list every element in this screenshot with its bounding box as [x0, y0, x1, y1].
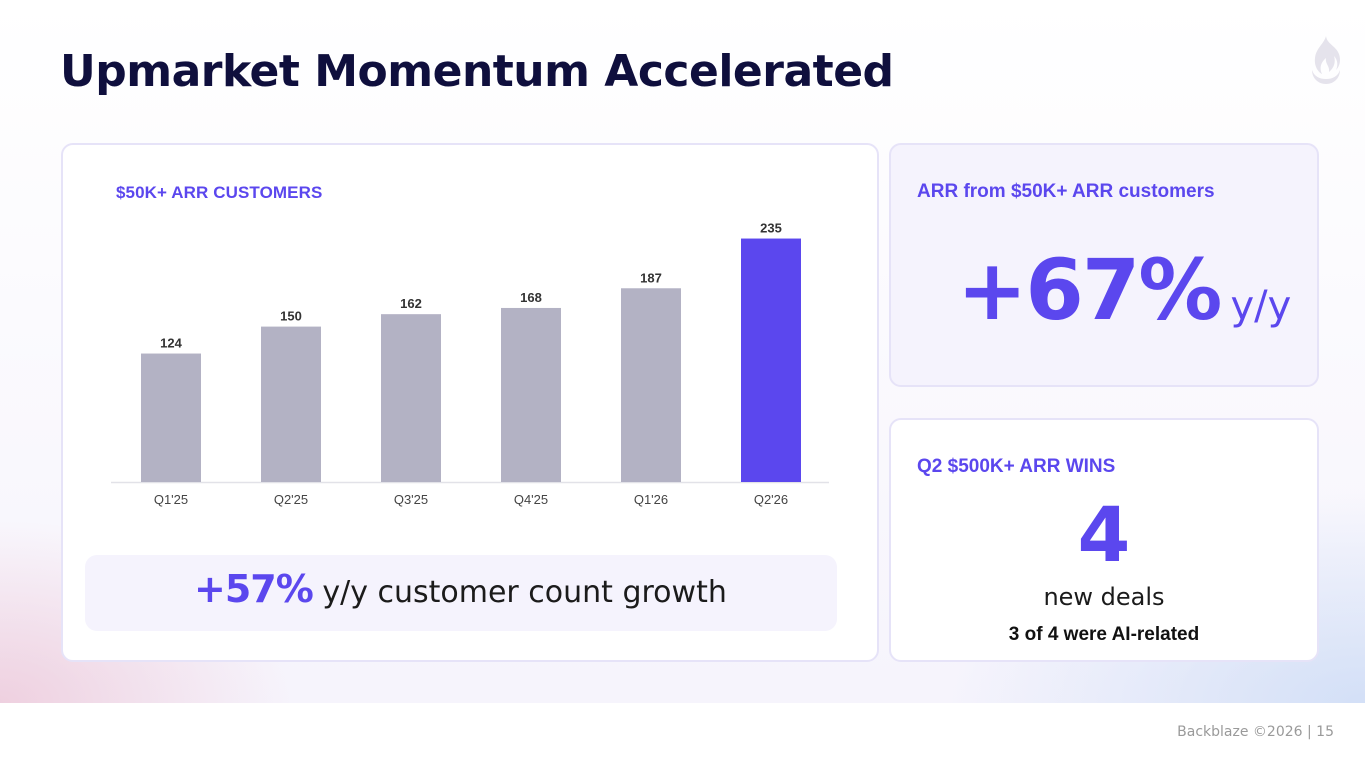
footer-text: Backblaze ©2026 | 15 — [1177, 724, 1334, 740]
growth-description: y/y customer count growth — [312, 575, 727, 610]
chart-card: $50K+ ARR CUSTOMERS 124 Q1'25 150 Q2'25 162 Q… — [61, 143, 879, 662]
arr-growth-value: +67% y/y — [957, 241, 1291, 339]
wins-note: 3 of 4 were AI-related — [1008, 624, 1200, 645]
chart-label: $50K+ ARR CUSTOMERS — [116, 183, 323, 202]
bar-value-label: 124 — [160, 336, 182, 351]
bar-value-label: 168 — [520, 290, 542, 305]
bar-1 — [261, 326, 321, 482]
growth-text: +57% y/y customer count growth — [194, 567, 727, 611]
bar-chart: 124 Q1'25 150 Q2'25 162 Q3'25 168 Q4'25 187 Q1'26… — [111, 221, 829, 507]
page-title: Upmarket Momentum Accelerated — [60, 46, 894, 97]
growth-percent: +57% — [194, 567, 314, 611]
backblaze-flame-icon — [1312, 36, 1340, 84]
bar-value-label: 187 — [640, 270, 662, 285]
arr-growth-unit: y/y — [1230, 283, 1292, 329]
bar-value-label: 235 — [760, 221, 782, 236]
bar-4 — [621, 288, 681, 482]
x-tick-label: Q1'25 — [154, 492, 188, 507]
growth-callout: +57% y/y customer count growth — [85, 555, 837, 631]
footer — [0, 703, 1365, 768]
bar-5 — [741, 238, 801, 482]
x-tick-label: Q2'25 — [274, 492, 308, 507]
slide-background: Upmarket Momentum Accelerated $50K+ ARR … — [0, 0, 1365, 703]
x-tick-label: Q1'26 — [634, 492, 668, 507]
bar-value-label: 162 — [400, 296, 422, 311]
bar-0 — [141, 353, 201, 482]
wins-subtitle: new deals — [1043, 583, 1165, 611]
bar-value-label: 150 — [280, 309, 302, 324]
wins-count: 4 — [1077, 490, 1131, 579]
x-tick-label: Q2'26 — [754, 492, 788, 507]
arr-growth-percent: +67% — [957, 241, 1222, 339]
bar-2 — [381, 314, 441, 482]
x-tick-label: Q4'25 — [514, 492, 548, 507]
arr-card-label: ARR from $50K+ ARR customers — [917, 181, 1215, 202]
wins-card-label: Q2 $500K+ ARR WINS — [917, 456, 1116, 477]
bar-3 — [501, 307, 561, 482]
wins-card: Q2 $500K+ ARR WINS 4 new deals 3 of 4 we… — [889, 418, 1319, 662]
x-tick-label: Q3'25 — [394, 492, 428, 507]
arr-card: ARR from $50K+ ARR customers +67% y/y — [889, 143, 1319, 387]
